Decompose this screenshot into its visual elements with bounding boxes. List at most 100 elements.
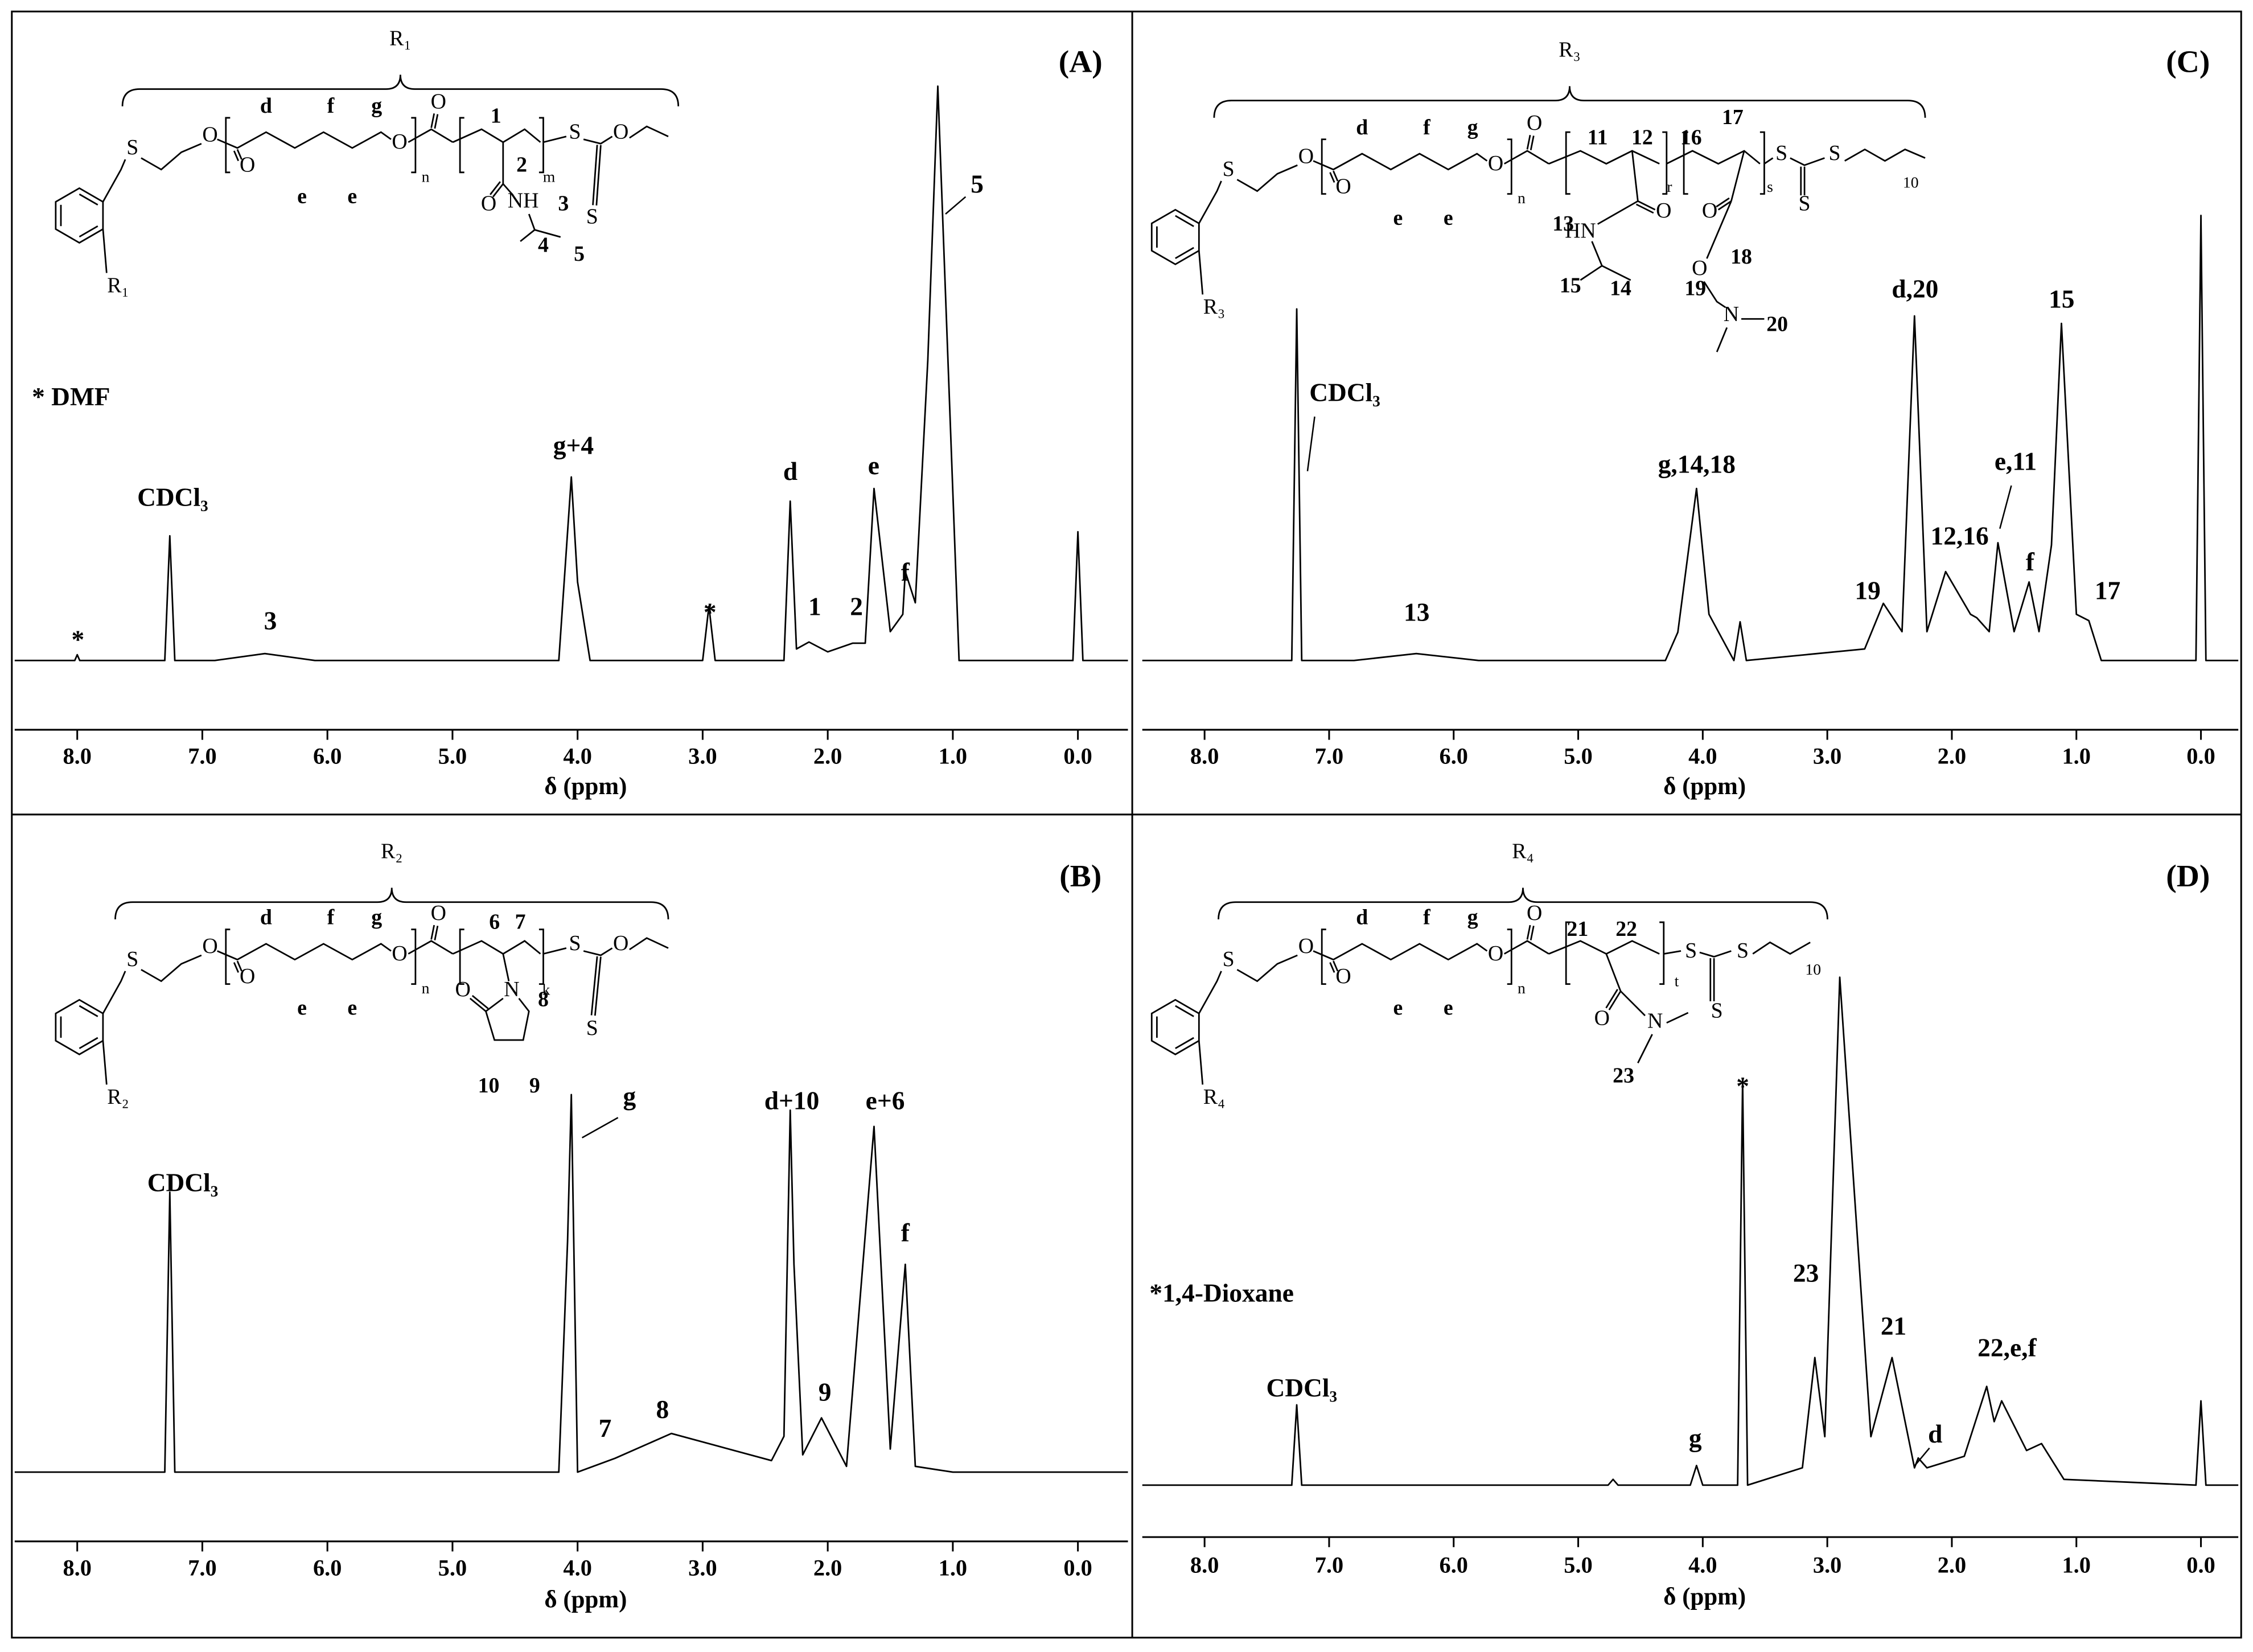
bond	[1663, 950, 1681, 955]
structure-label: 22	[1615, 917, 1637, 941]
structure-label: n	[1518, 190, 1526, 207]
structure-label: O	[202, 934, 217, 958]
structure-label: S	[569, 120, 581, 143]
peak-label: d+10	[764, 1086, 820, 1115]
structure-label: S	[569, 931, 581, 955]
x-tick-label: 8.0	[63, 1555, 91, 1580]
peak-label: e	[868, 451, 879, 480]
leader-line	[945, 196, 967, 215]
structure-label: 12	[1631, 125, 1653, 149]
structure-label: 10	[478, 1074, 500, 1098]
structure-label: O	[1488, 942, 1503, 965]
x-tick-label: 2.0	[1938, 1552, 1966, 1577]
bond	[1526, 134, 1531, 150]
structure-label: R₃	[1203, 295, 1225, 319]
bond	[102, 229, 108, 273]
structure-label: 10	[1903, 174, 1919, 191]
x-tick-label: 6.0	[313, 1555, 342, 1580]
structure-label: O	[1298, 934, 1314, 958]
bond	[1175, 215, 1194, 227]
structure-label: R₃	[1559, 38, 1580, 62]
structure-label: O	[455, 977, 470, 1001]
structure-label: f	[327, 906, 335, 930]
peak-label: e,11	[1995, 447, 2037, 476]
bond	[1175, 1005, 1194, 1017]
bond	[1198, 1041, 1204, 1085]
bracket	[225, 117, 231, 174]
bond	[79, 1037, 98, 1049]
bond	[1730, 150, 1745, 202]
structure-label: N	[1724, 302, 1739, 326]
structure-label: S	[1775, 141, 1787, 165]
structure-label: S	[1223, 947, 1235, 971]
x-tick-label: 1.0	[2062, 1552, 2091, 1577]
structure-label: d	[260, 906, 272, 930]
bond	[434, 114, 439, 129]
peak-label: *	[72, 625, 85, 654]
structure-label: O	[1656, 199, 1671, 223]
structure-label: g	[371, 94, 382, 118]
structure-label: O	[613, 931, 628, 955]
structure-label: e	[297, 996, 307, 1020]
x-tick-label: 6.0	[1440, 743, 1468, 769]
structure-label: 15	[1560, 273, 1581, 297]
bond	[236, 149, 242, 160]
structure-label: 9	[529, 1074, 540, 1098]
bond	[583, 947, 613, 956]
bond	[1548, 150, 1660, 165]
panel-label: (D)	[2166, 859, 2210, 894]
bracket	[1321, 138, 1326, 195]
structure-label: e	[1444, 206, 1453, 230]
peak-label: * DMF	[32, 383, 110, 411]
bond	[1526, 924, 1531, 940]
bond	[79, 193, 98, 206]
x-tick-label: 7.0	[188, 1555, 216, 1580]
x-tick-label: 0.0	[2186, 1552, 2215, 1577]
peak-label: g	[1689, 1424, 1702, 1452]
structure-label: 4	[538, 233, 549, 257]
x-tick-label: 1.0	[2062, 743, 2091, 769]
structure-label: O	[1692, 256, 1707, 280]
spectrum-line	[14, 85, 1128, 661]
x-tick-label: 7.0	[1315, 1552, 1343, 1577]
bond	[217, 131, 392, 149]
structure-label: 2	[516, 153, 527, 176]
structure-label: R₂	[107, 1085, 129, 1109]
structure-label: 1	[491, 104, 501, 128]
structure-label: O	[1594, 1006, 1610, 1030]
bond	[102, 1041, 108, 1085]
structure-label: N	[504, 977, 519, 1001]
peak-label: CDCl₃	[137, 483, 208, 512]
bond	[1175, 246, 1194, 259]
structure-label: d	[1356, 116, 1368, 139]
bond	[543, 947, 567, 955]
bracket	[1565, 921, 1570, 985]
frame	[11, 10, 2242, 1639]
bond	[217, 943, 392, 961]
bond	[1236, 164, 1298, 192]
structure-label: 3	[558, 192, 569, 216]
bracket	[1683, 131, 1688, 195]
bond	[1503, 940, 1549, 955]
structure-label: 13	[1552, 212, 1574, 236]
bond	[1605, 989, 1618, 1009]
structure-label: 14	[1610, 276, 1631, 300]
x-tick-label: 3.0	[1813, 1552, 1841, 1577]
x-tick-label: 7.0	[1315, 743, 1343, 769]
peak-label: 8	[656, 1395, 669, 1424]
bond	[408, 128, 454, 143]
bond	[1706, 200, 1732, 259]
structure-label: HN	[1565, 219, 1596, 243]
bond	[1631, 150, 1639, 202]
structure-label: NH	[508, 188, 539, 212]
bond	[1637, 1034, 1653, 1063]
x-tick-label: 5.0	[1564, 743, 1592, 769]
structure-label: g	[1467, 906, 1478, 930]
bond	[1313, 943, 1488, 961]
structure-label: e	[1393, 206, 1403, 230]
bond	[1530, 135, 1535, 150]
peak-label: 21	[1881, 1312, 1906, 1341]
bond	[1333, 170, 1339, 182]
peak-label: f	[2026, 548, 2035, 576]
structure-label: 17	[1722, 105, 1744, 129]
